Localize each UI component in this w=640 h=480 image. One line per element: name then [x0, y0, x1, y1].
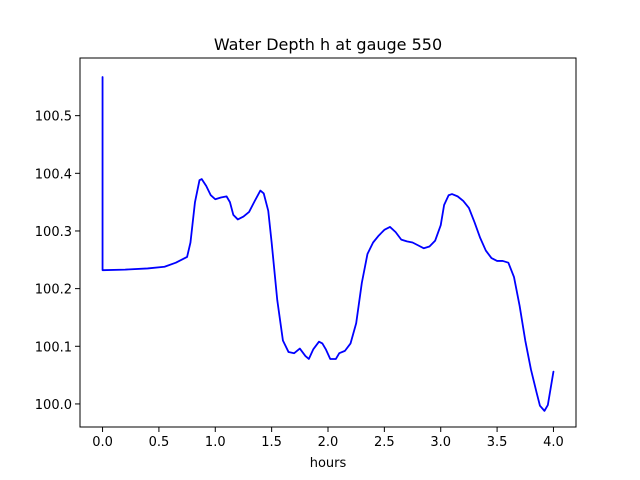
x-tick-label: 3.0	[430, 435, 451, 450]
y-tick-label: 100.1	[35, 340, 72, 355]
chart-title: Water Depth h at gauge 550	[214, 35, 442, 54]
y-axis: 100.0 100.1 100.2 100.3 100.4 100.5	[35, 110, 80, 413]
y-tick-label: 100.2	[35, 283, 72, 298]
x-axis-label: hours	[310, 456, 347, 471]
x-axis: 0.0 0.5 1.0 1.5 2.0 2.5 3.0 3.5 4.0	[92, 427, 564, 450]
x-tick-label: 3.5	[487, 435, 508, 450]
plot-area	[101, 76, 555, 412]
y-tick-label: 100.3	[35, 225, 72, 240]
y-tick-label: 100.0	[35, 398, 72, 413]
x-tick-label: 4.0	[543, 435, 564, 450]
x-tick-label: 2.5	[374, 435, 395, 450]
y-tick-label: 100.5	[35, 110, 72, 125]
axes-frame	[79, 57, 577, 428]
x-tick-label: 2.0	[318, 435, 339, 450]
series-line	[101, 76, 555, 412]
y-tick-label: 100.4	[35, 167, 72, 182]
x-tick-label: 0.0	[92, 435, 113, 450]
x-tick-label: 1.0	[205, 435, 226, 450]
x-tick-label: 0.5	[149, 435, 170, 450]
x-tick-label: 1.5	[261, 435, 282, 450]
